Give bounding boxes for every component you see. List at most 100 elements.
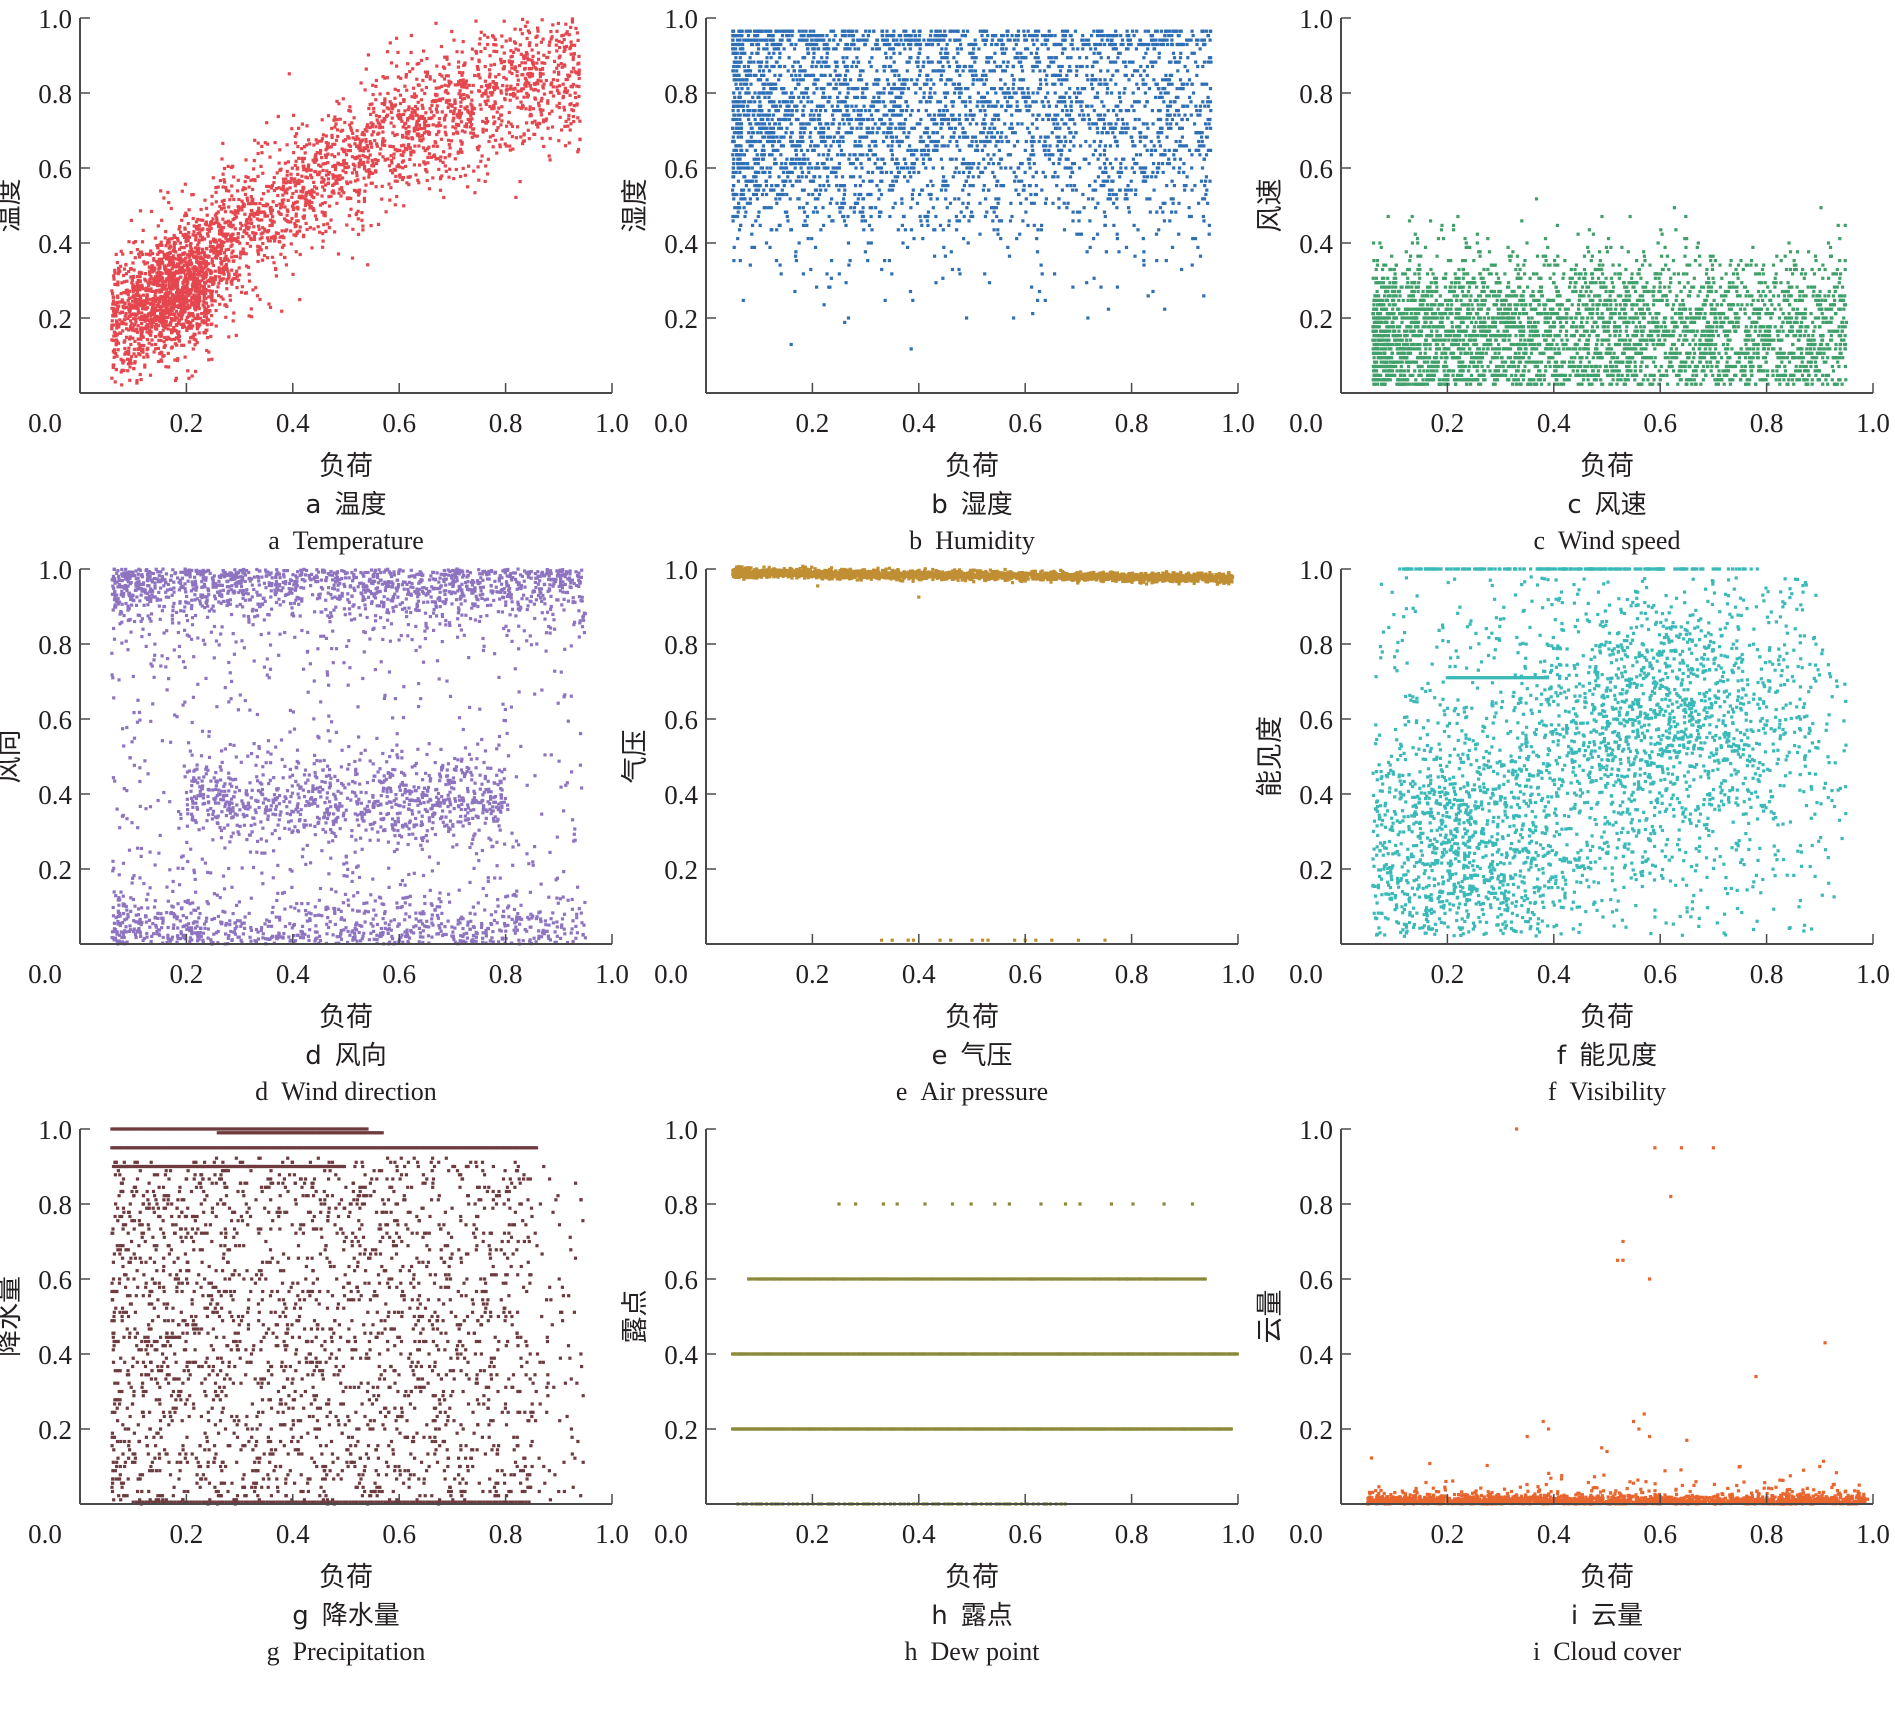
data-point: [211, 217, 215, 221]
data-point: [421, 115, 425, 119]
data-point: [452, 116, 456, 120]
data-point: [366, 53, 370, 57]
data-point: [508, 144, 512, 148]
data-point: [169, 256, 173, 260]
data-point: [903, 175, 907, 179]
data-point: [404, 130, 408, 134]
data-point: [1191, 91, 1196, 95]
data-point: [154, 306, 158, 310]
data-point: [419, 58, 424, 62]
data-point: [910, 192, 914, 197]
data-point: [183, 235, 187, 240]
data-point: [183, 260, 187, 264]
data-point: [417, 116, 421, 120]
data-point: [247, 225, 251, 229]
data-point: [383, 97, 387, 101]
data-point: [446, 91, 450, 95]
data-point: [535, 43, 539, 47]
data-point: [1024, 197, 1028, 201]
data-point: [174, 269, 179, 273]
data-point: [177, 318, 182, 322]
data-point: [484, 116, 489, 121]
data-point: [1165, 184, 1169, 188]
data-point: [179, 322, 183, 326]
data-point: [1118, 131, 1123, 135]
data-point: [444, 88, 448, 93]
data-point: [265, 184, 269, 188]
data-point: [562, 108, 566, 112]
data-point: [160, 318, 164, 322]
data-point: [384, 210, 388, 214]
data-point: [123, 346, 127, 351]
data-point: [341, 169, 345, 173]
data-point: [169, 261, 173, 265]
data-point: [181, 233, 185, 237]
data-point: [931, 184, 935, 188]
data-point: [418, 138, 422, 142]
data-point: [139, 303, 143, 307]
data-point: [458, 116, 462, 120]
data-point: [447, 154, 451, 158]
data-point: [229, 279, 233, 284]
data-point: [560, 41, 564, 45]
data-point: [204, 320, 208, 324]
data-point: [764, 184, 769, 188]
data-point: [1163, 307, 1167, 311]
data-point: [255, 210, 260, 214]
data-point: [817, 153, 821, 157]
data-point: [352, 116, 356, 120]
data-point: [341, 128, 345, 132]
data-point: [1102, 184, 1106, 188]
data-point: [410, 111, 414, 115]
data-point: [149, 330, 153, 334]
data-point: [1010, 73, 1014, 77]
data-point: [330, 133, 334, 137]
data-point: [261, 171, 265, 175]
data-point: [1105, 82, 1109, 86]
data-point: [272, 188, 276, 193]
data-point: [484, 89, 488, 93]
data-point: [164, 244, 168, 248]
data-point: [176, 287, 180, 291]
data-point: [355, 144, 359, 148]
data-point: [427, 145, 431, 149]
data-point: [294, 250, 298, 254]
data-point: [161, 281, 165, 285]
y-axis-label: 温度: [0, 179, 25, 233]
data-point: [132, 317, 136, 321]
data-point: [939, 51, 943, 55]
data-point: [499, 57, 503, 61]
data-point: [842, 78, 847, 82]
data-point: [150, 343, 154, 347]
data-point: [495, 50, 499, 54]
data-point: [230, 255, 234, 259]
data-point: [890, 87, 894, 91]
data-point: [429, 110, 434, 114]
data-point: [349, 128, 354, 132]
data-point: [336, 177, 340, 181]
data-point: [222, 240, 226, 244]
data-point: [210, 245, 214, 249]
data-point: [564, 44, 569, 49]
data-point: [331, 142, 335, 146]
data-point: [124, 289, 128, 293]
data-point: [263, 141, 267, 145]
data-point: [435, 64, 439, 68]
data-point: [444, 169, 448, 173]
data-point: [572, 120, 576, 124]
data-point: [250, 221, 254, 225]
data-point: [249, 218, 253, 222]
data-point: [1103, 113, 1107, 117]
data-point: [284, 189, 288, 193]
data-point: [1123, 126, 1128, 130]
data-point: [312, 180, 316, 184]
data-point: [284, 263, 288, 267]
data-point: [326, 172, 331, 176]
data-point: [438, 188, 443, 192]
data-point: [233, 227, 237, 231]
data-point: [364, 137, 368, 142]
data-point: [444, 113, 448, 117]
data-point: [329, 194, 333, 198]
data-point: [426, 124, 430, 128]
data-point: [933, 91, 937, 95]
